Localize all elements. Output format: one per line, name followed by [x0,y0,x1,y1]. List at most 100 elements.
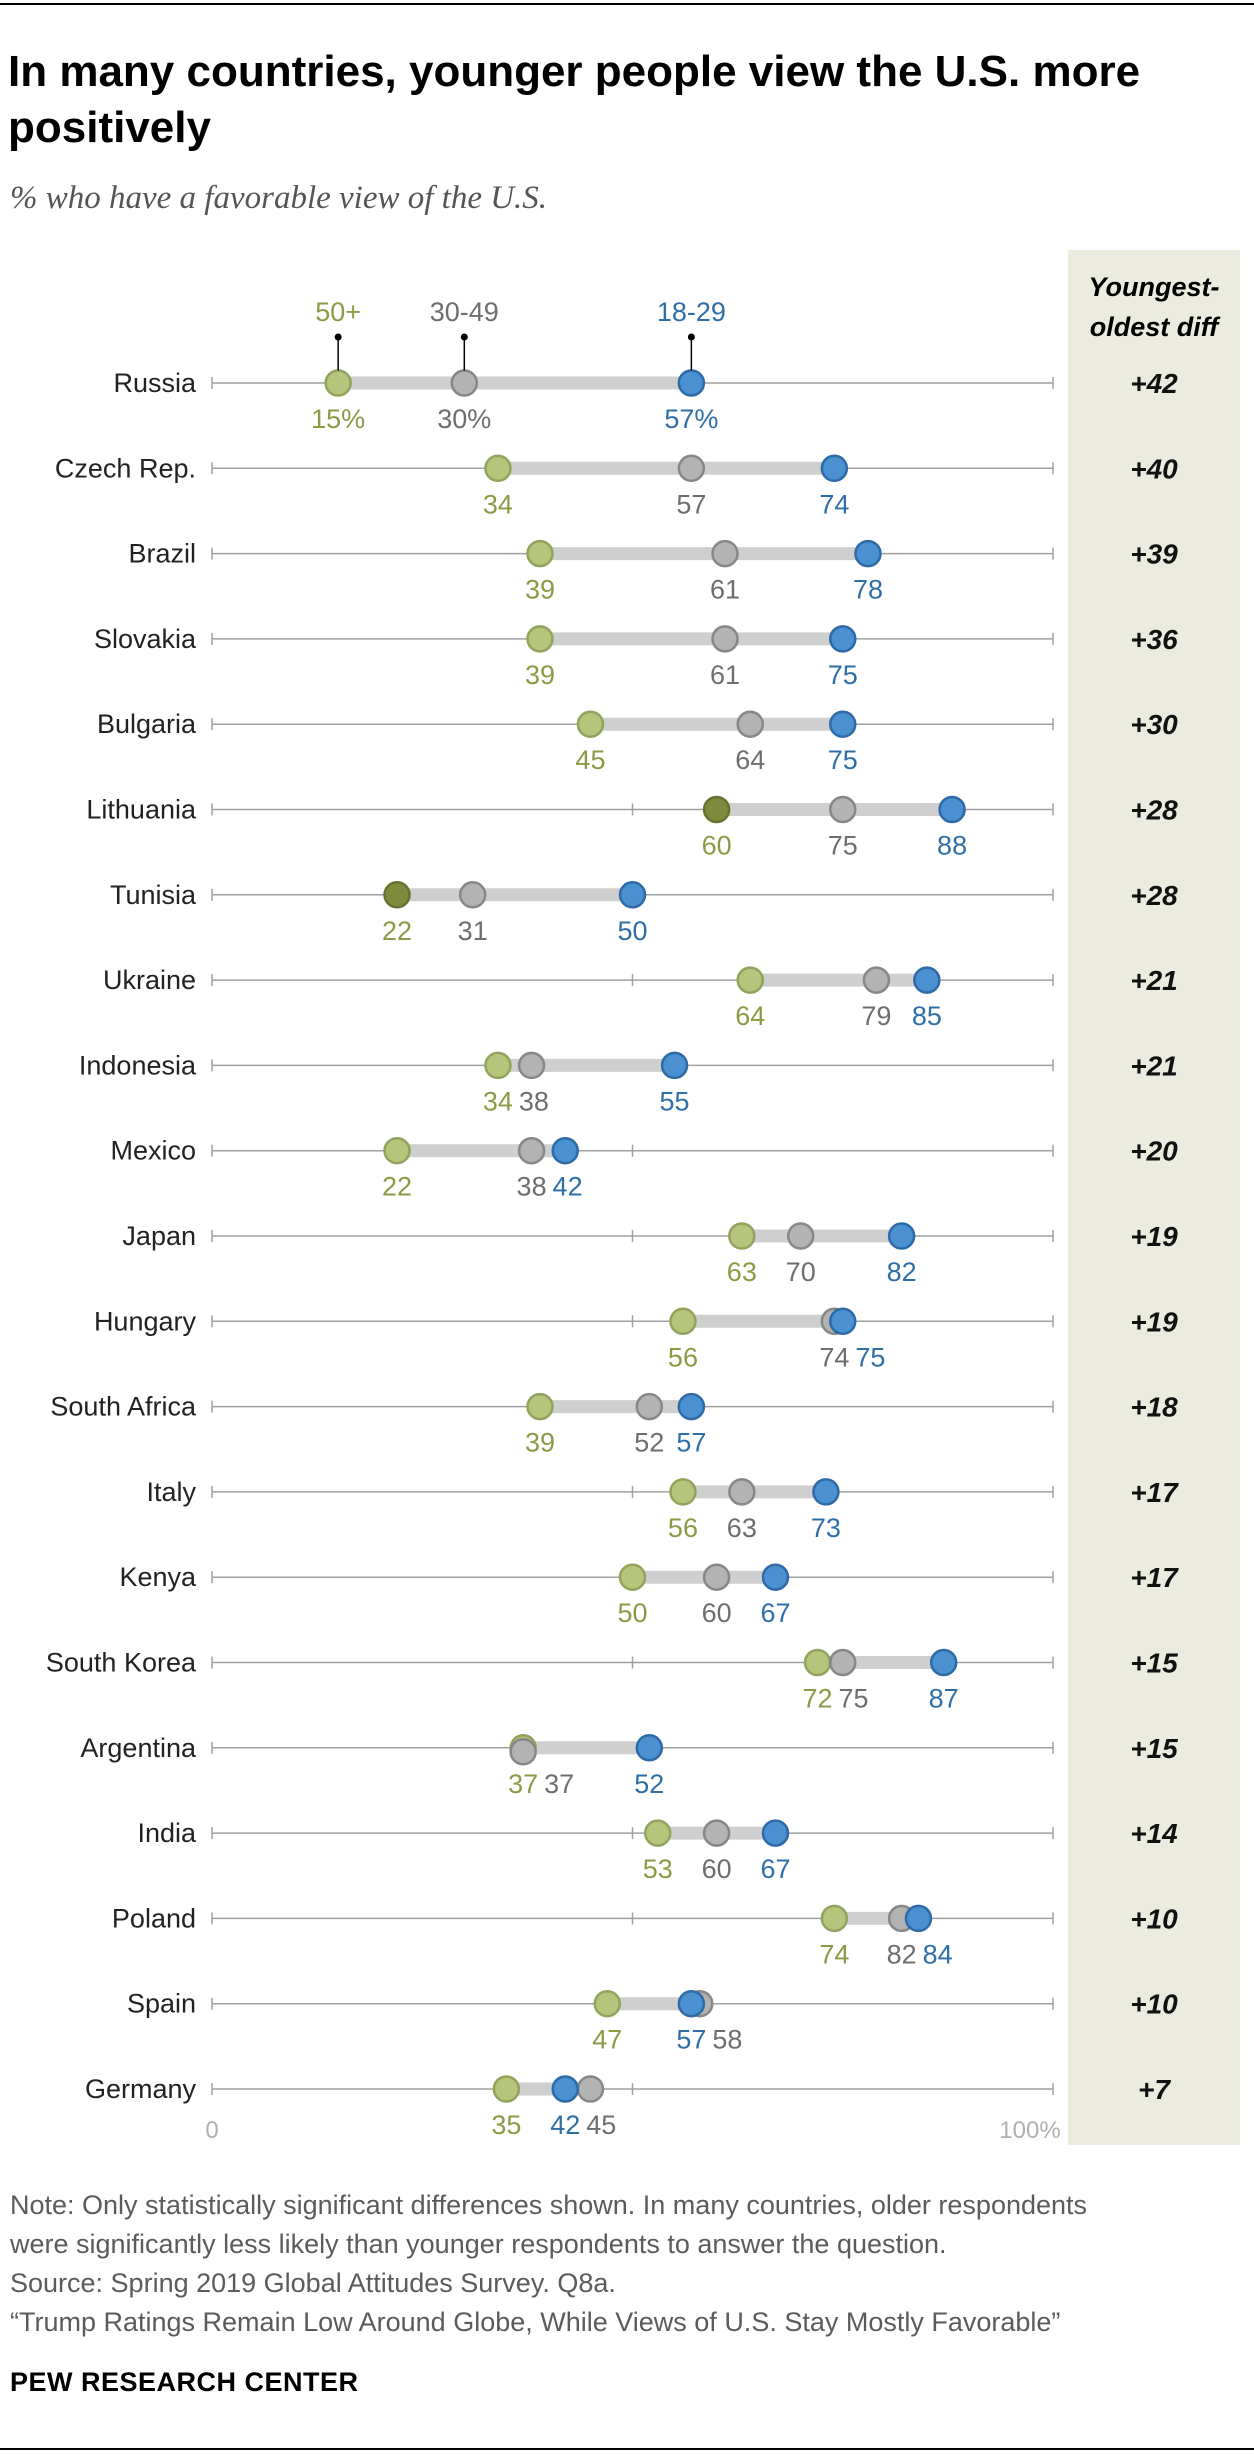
value-label: 67 [760,1598,790,1628]
row-bulgaria: Bulgaria +30 45 64 75 [97,709,1178,775]
value-label: 72 [802,1684,832,1714]
value-label: 58 [712,2025,742,2055]
dot-50-plus [383,1136,411,1165]
diff-value: +18 [1130,1392,1178,1423]
dot-30-49 [786,1222,815,1250]
row-argentina: Argentina +15 37 37 52 [80,1733,1178,1799]
dot-18-29 [551,1136,579,1165]
diff-value: +20 [1130,1136,1178,1167]
diff-value: +10 [1130,1989,1178,2020]
dot-30-49 [509,1738,537,1766]
dot-18-29 [854,539,882,568]
chart-rows: Russia +42 15% 30% 57% 50+ 30-49 18-29 Czech Rep… [46,297,1179,2140]
dot-18-29 [812,1478,840,1506]
dot-30-49 [517,1051,546,1080]
value-label: 60 [702,1598,732,1628]
diff-value: +7 [1138,2074,1171,2105]
dot-30-49 [517,1136,546,1165]
value-label: 85 [912,1001,942,1031]
value-label: 47 [592,2025,622,2055]
country-label: Lithuania [86,795,197,825]
diff-header-line-1: Youngest- [1089,272,1220,302]
value-label: 50 [617,916,647,946]
diff-value: +28 [1130,880,1178,911]
series-leader-dot [460,333,468,341]
value-label: 56 [668,1342,698,1372]
dot-30-49 [862,966,891,994]
row-tunisia: Tunisia +28 22 31 50 [110,880,1178,946]
dot-30-49 [736,710,764,738]
country-label: South Africa [50,1392,197,1422]
dot-18-29 [938,795,966,824]
dot-50-plus [324,369,352,397]
diff-value: +42 [1130,368,1178,399]
value-label: 57 [676,489,706,519]
value-label: 63 [727,1513,757,1543]
value-label: 39 [525,660,555,690]
value-label: 45 [575,745,605,775]
dot-18-29 [761,1563,790,1591]
dot-50-plus [618,1563,647,1591]
diff-value: +21 [1130,1050,1178,1081]
diff-value: +17 [1130,1477,1179,1508]
value-label: 87 [929,1684,959,1714]
value-label: 82 [887,1939,917,1969]
country-label: India [137,1818,197,1848]
value-label: 67 [760,1854,790,1884]
row-spain: Spain +10 47 57 58 [127,1989,1178,2055]
dot-50-plus [492,2075,521,2103]
value-label: 75 [828,745,858,775]
country-label: Czech Rep. [55,453,196,483]
country-label: Tunisia [110,880,197,910]
country-label: Japan [122,1221,196,1251]
dot-18-29 [887,1222,916,1250]
dot-50-plus [484,1051,512,1080]
value-label: 84 [923,1939,953,1969]
dot-50-plus [383,881,411,909]
dot-50-plus [526,1392,554,1421]
diff-value: +19 [1130,1306,1178,1337]
diff-value: +14 [1130,1818,1178,1849]
dot-18-29 [660,1051,689,1080]
footer: Note: Only statistically significant dif… [10,2186,1246,2342]
country-label: Russia [113,368,197,398]
value-label: 38 [517,1172,547,1202]
value-label: 37 [544,1769,574,1799]
diff-value: +30 [1130,709,1178,740]
diff-value: +15 [1130,1648,1178,1679]
diff-value: +40 [1130,453,1178,484]
row-germany: Germany +7 35 42 45 [85,2074,1171,2140]
dot-18-29 [635,1734,664,1762]
note-line-1: Note: Only statistically significant dif… [10,2190,1088,2220]
value-label: 52 [634,1769,664,1799]
dot-30-49 [576,2075,605,2103]
value-label: 60 [702,831,732,861]
country-label: Ukraine [103,965,196,995]
dot-30-49 [711,539,739,568]
note-text: Note: Only statistically significant dif… [10,2186,1246,2264]
source-text: Source: Spring 2019 Global Attitudes Sur… [10,2268,616,2298]
chart-subtitle: % who have a favorable view of the U.S. [10,180,548,216]
value-label: 61 [710,575,740,605]
value-label: 79 [861,1001,891,1031]
diff-value: +39 [1130,539,1178,570]
value-label: 63 [727,1257,757,1287]
value-label: 31 [458,916,488,946]
dot-30-49 [458,881,487,909]
row-brazil: Brazil +39 39 61 78 [128,539,1178,605]
value-label: 38 [519,1086,549,1116]
row-japan: Japan +19 63 70 82 [122,1221,1178,1287]
dot-50-plus [669,1478,697,1506]
value-label: 78 [853,575,883,605]
note-line-2: were significantly less likely than youn… [10,2229,947,2259]
bottom-rule [0,2448,1254,2450]
x-tick-label-0: 0 [205,2117,218,2144]
value-label: 42 [550,2110,580,2140]
diff-value: +10 [1130,1903,1178,1934]
value-label: 56 [668,1513,698,1543]
row-czech-rep: Czech Rep. +40 34 57 74 [55,453,1178,519]
country-label: Brazil [128,539,196,569]
dot-50-plus [820,1904,849,1933]
x-tick-label-100: 100% [999,2117,1060,2144]
value-label: 57 [676,2025,706,2055]
